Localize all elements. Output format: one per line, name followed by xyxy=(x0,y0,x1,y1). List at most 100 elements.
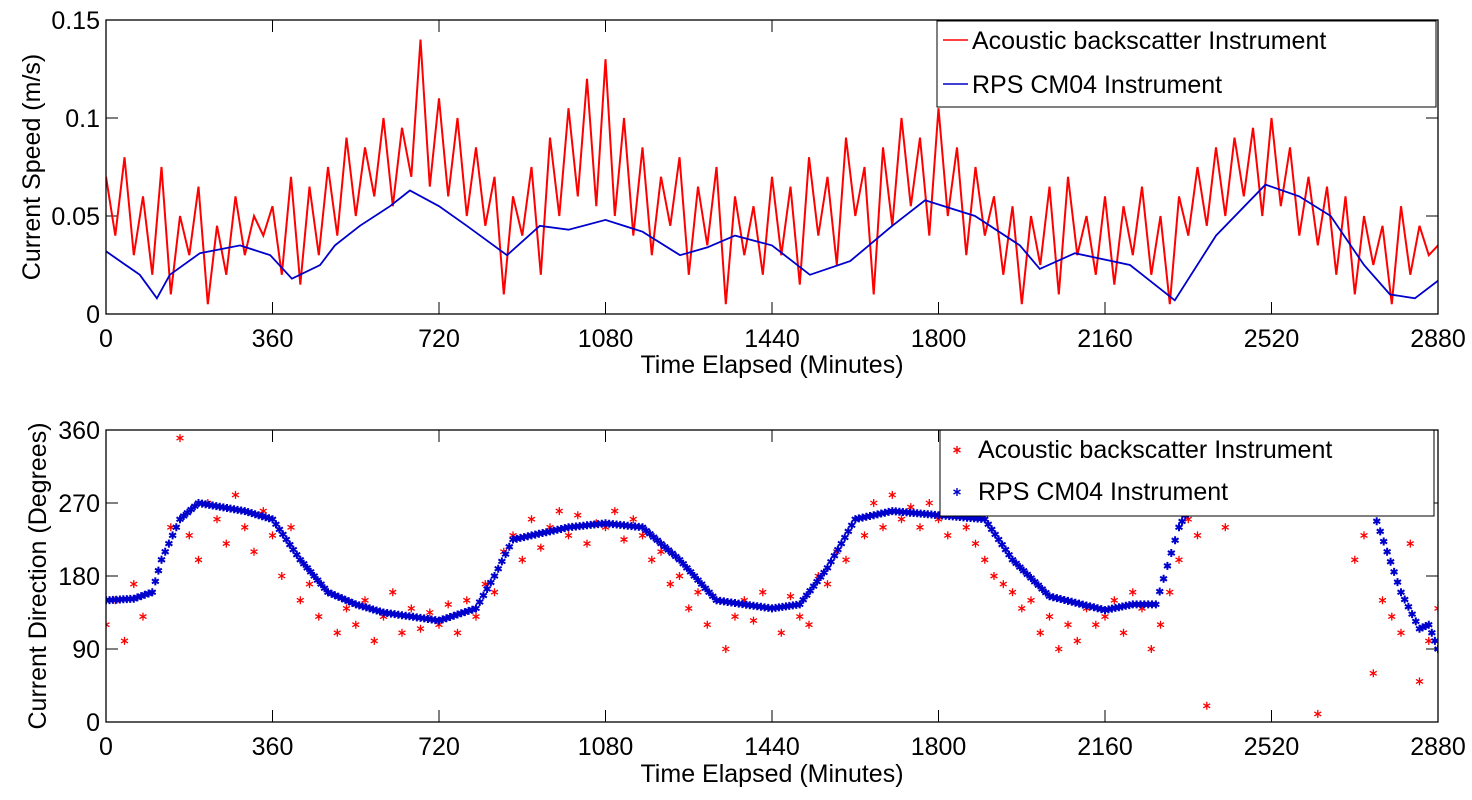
acoustic-point xyxy=(1193,531,1202,540)
rps-point xyxy=(1372,517,1381,526)
acoustic-point xyxy=(1119,628,1128,637)
direction-panel: Current Direction (Degrees) Time Elapsed… xyxy=(24,417,1466,788)
acoustic-point xyxy=(869,499,878,507)
rps-point xyxy=(157,555,166,564)
acoustic-point xyxy=(573,511,582,520)
rps-point xyxy=(1434,645,1438,653)
acoustic-point xyxy=(194,555,203,564)
speed-panel: Current Speed (m/s) Time Elapsed (Minute… xyxy=(18,7,1466,379)
acoustic-point xyxy=(314,612,323,621)
speed-ylabel: Current Speed (m/s) xyxy=(18,54,46,280)
rps-point xyxy=(292,550,301,559)
acoustic-point xyxy=(925,499,934,507)
acoustic-point xyxy=(1397,628,1405,637)
rps-point xyxy=(151,577,160,586)
rps-point xyxy=(154,566,163,575)
acoustic-point xyxy=(786,592,795,601)
acoustic-point xyxy=(1054,645,1063,653)
acoustic-point xyxy=(370,636,379,645)
acoustic-point xyxy=(990,572,998,580)
rps-point xyxy=(148,588,157,597)
acoustic-point xyxy=(240,523,249,532)
acoustic-point xyxy=(962,523,971,532)
acoustic-point xyxy=(351,620,360,629)
acoustic-point xyxy=(583,539,591,548)
acoustic-point xyxy=(462,596,471,605)
rps-point xyxy=(984,520,993,529)
rps-point xyxy=(483,585,492,593)
acoustic-point xyxy=(610,507,619,516)
acoustic-point xyxy=(629,515,638,524)
acoustic-point xyxy=(943,531,952,540)
rps-point xyxy=(833,545,842,554)
rps-point xyxy=(671,552,680,561)
y-tick-label: 360 xyxy=(58,417,100,445)
acoustic-point xyxy=(1156,620,1165,629)
y-tick-label: 0 xyxy=(86,301,100,329)
speed-ticks: 0 360 720 1080 1440 1800 2160 2520 2880 0 0.05 0.1 0… xyxy=(51,7,1465,353)
acoustic-point xyxy=(388,588,397,597)
acoustic-point xyxy=(657,547,665,556)
acoustic-point xyxy=(287,523,295,532)
acoustic-point xyxy=(490,588,499,597)
rps-point xyxy=(638,523,647,532)
acoustic-point xyxy=(222,539,231,548)
acoustic-series xyxy=(106,39,1438,305)
legend-box xyxy=(939,429,1435,517)
x-tick-label: 1800 xyxy=(911,325,967,353)
rps-point xyxy=(1379,537,1388,546)
acoustic-point xyxy=(666,580,675,589)
y-tick-label: 0 xyxy=(86,709,100,737)
legend-label-rps: RPS CM04 Instrument xyxy=(978,478,1228,506)
acoustic-point xyxy=(342,604,351,613)
acoustic-point xyxy=(129,580,138,589)
acoustic-point xyxy=(888,490,897,499)
speed-plot-frame xyxy=(105,19,1439,315)
acoustic-point xyxy=(361,596,369,605)
rps-point xyxy=(987,525,996,534)
acoustic-point xyxy=(731,612,739,621)
acoustic-point xyxy=(527,515,536,524)
acoustic-point xyxy=(1175,555,1183,564)
direction-xlabel: Time Elapsed (Minutes) xyxy=(640,760,903,788)
rps-point xyxy=(479,591,488,600)
rps-point xyxy=(1383,547,1392,556)
rps-point xyxy=(1430,636,1438,645)
rps-point xyxy=(497,557,506,566)
acoustic-point xyxy=(999,580,1008,589)
rps-point xyxy=(490,572,499,580)
rps-point xyxy=(1167,549,1176,557)
rps-point xyxy=(998,540,1007,549)
legend-label-acoustic: Acoustic backscatter Instrument xyxy=(972,27,1326,55)
acoustic-point xyxy=(106,620,110,629)
rps-point xyxy=(653,536,662,545)
rps-point xyxy=(823,563,832,572)
rps-point xyxy=(1411,617,1420,626)
acoustic-point xyxy=(879,523,887,532)
acoustic-point xyxy=(1147,645,1156,653)
rps-point xyxy=(1408,610,1417,619)
x-tick-label: 720 xyxy=(418,325,460,353)
rps-point xyxy=(1171,536,1180,545)
acoustic-point xyxy=(842,555,850,564)
rps-point xyxy=(1397,588,1405,597)
rps-point xyxy=(505,542,514,551)
rps-point xyxy=(268,515,277,524)
acoustic-point xyxy=(1064,620,1072,629)
acoustic-point xyxy=(1415,677,1424,686)
acoustic-point xyxy=(453,628,462,637)
rps-point xyxy=(1008,555,1017,564)
rps-point xyxy=(1015,563,1024,572)
rps-point xyxy=(980,515,989,524)
rps-point xyxy=(475,598,484,606)
rps-point xyxy=(285,540,294,549)
rps-point xyxy=(494,564,503,573)
x-tick-label: 360 xyxy=(252,733,294,761)
acoustic-point xyxy=(398,628,406,637)
acoustic-point xyxy=(823,580,832,589)
rps-point xyxy=(1163,561,1172,570)
rps-point xyxy=(1001,545,1010,554)
rps-point xyxy=(645,529,654,538)
acoustic-point xyxy=(675,572,684,580)
acoustic-point xyxy=(1221,523,1230,532)
